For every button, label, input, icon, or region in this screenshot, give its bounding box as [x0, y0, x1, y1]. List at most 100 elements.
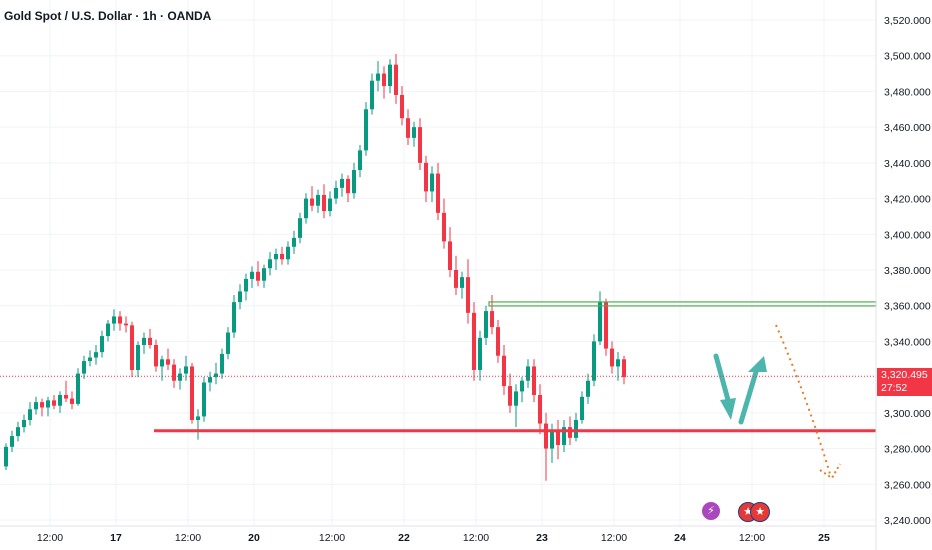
candle — [514, 384, 518, 428]
candle-body — [418, 127, 422, 163]
candle — [82, 355, 86, 379]
symbol-title[interactable]: Gold Spot / U.S. Dollar · 1h · OANDA — [4, 9, 212, 23]
candle-body — [466, 277, 470, 313]
candle-body — [82, 361, 86, 374]
candle-body — [574, 420, 578, 438]
candle-body — [406, 118, 410, 138]
candle — [310, 186, 314, 212]
candle — [220, 348, 224, 379]
x-tick-label: 12:00 — [739, 532, 765, 544]
candle — [490, 295, 494, 335]
candle-body — [214, 373, 218, 378]
candle — [382, 66, 386, 99]
candle — [400, 86, 404, 126]
candle — [34, 396, 38, 415]
price-axis[interactable]: 3,520.000 3,500.000 3,480.000 3,460.000 3,44… — [875, 0, 931, 550]
candle-body — [220, 353, 224, 374]
candle-body — [40, 402, 44, 408]
candle-body — [502, 355, 506, 387]
candle — [562, 420, 566, 453]
candle-body — [556, 430, 560, 445]
candle-body — [472, 312, 476, 370]
candle — [274, 248, 278, 270]
candle — [268, 252, 272, 276]
candle-body — [298, 218, 302, 238]
candle-body — [526, 366, 530, 381]
candle — [46, 396, 50, 417]
candle-body — [304, 198, 308, 219]
candle — [526, 359, 530, 388]
candle-body — [88, 357, 92, 362]
candle — [622, 355, 626, 385]
lightning-event-icon[interactable]: ⚡ — [702, 502, 720, 520]
candle — [244, 273, 248, 301]
candle-body — [430, 173, 434, 192]
x-tick-label: 12:00 — [463, 532, 489, 544]
candle — [292, 230, 296, 254]
candle — [94, 345, 98, 365]
candle — [610, 341, 614, 374]
candle — [574, 412, 578, 442]
candle-body — [226, 332, 230, 354]
y-tick-label: 3,420.000 — [884, 194, 931, 206]
y-tick-label: 3,380.000 — [884, 265, 931, 277]
candle-body — [238, 291, 242, 303]
candle-body — [184, 366, 188, 374]
candlestick-series — [4, 53, 626, 481]
candle-body — [316, 195, 320, 206]
candle-body — [436, 173, 440, 213]
candle-body — [454, 270, 458, 288]
candle-body — [508, 386, 512, 406]
candle-body — [208, 377, 212, 383]
candle-body — [460, 277, 464, 288]
candle — [508, 373, 512, 413]
y-tick-label: 3,300.000 — [884, 408, 931, 420]
y-tick-label: 3,240.000 — [884, 515, 931, 527]
candle-body — [598, 302, 602, 342]
projection-dotted-path — [775, 324, 831, 475]
candle — [100, 330, 104, 358]
candle — [544, 412, 548, 481]
candle-body — [592, 341, 596, 381]
candle — [592, 334, 596, 387]
candle-body — [172, 364, 176, 381]
candle-body — [130, 325, 134, 370]
candle — [370, 73, 374, 115]
candle-body — [280, 253, 284, 260]
candle — [502, 345, 506, 395]
candle-body — [496, 327, 500, 356]
candle — [478, 330, 482, 381]
candle-body — [202, 382, 206, 417]
candle — [364, 102, 368, 156]
candle-body — [586, 380, 590, 397]
candle — [436, 162, 440, 220]
candle-body — [490, 311, 494, 328]
x-tick-label: 12:00 — [601, 532, 627, 544]
candle-body — [64, 395, 68, 399]
candle — [448, 227, 452, 278]
us-flag-event-icon-2[interactable]: ★ — [750, 502, 770, 522]
candle-body — [580, 396, 584, 420]
x-tick-label: 17 — [110, 532, 122, 544]
y-tick-label: 3,280.000 — [884, 444, 931, 456]
candle-body — [532, 366, 536, 395]
candle-body — [310, 198, 314, 206]
candle-body — [262, 268, 266, 281]
candle-body — [160, 359, 164, 367]
candle — [472, 302, 476, 381]
last-price-tag: 3,320.495 27:52 — [877, 368, 932, 396]
time-axis[interactable]: 12:00 17 12:00 20 12:00 22 12:00 23 12:00 24 12:00… — [0, 525, 876, 544]
candle-body — [562, 427, 566, 445]
candle-body — [196, 416, 200, 420]
candle — [430, 166, 434, 203]
candle-body — [346, 178, 350, 194]
candle-body — [520, 380, 524, 392]
candle-body — [358, 150, 362, 170]
candle-body — [538, 395, 542, 424]
candle-body — [244, 278, 248, 292]
candle-body — [118, 316, 122, 324]
x-tick-label: 12:00 — [319, 532, 345, 544]
candle — [16, 421, 20, 442]
candle — [556, 420, 560, 460]
